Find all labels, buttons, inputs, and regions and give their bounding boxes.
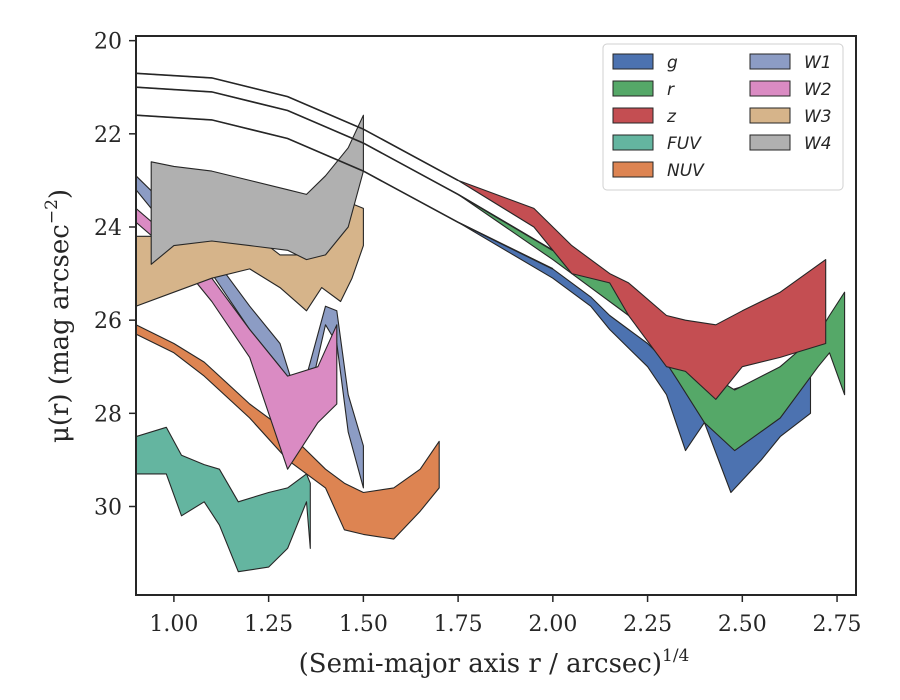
x-tick-label: 2.75 <box>813 612 862 637</box>
legend-swatch-w4 <box>749 134 791 151</box>
legend-label-w2: W2 <box>804 80 832 100</box>
x-tick-label: 1.50 <box>339 612 388 637</box>
plot-frame <box>135 35 857 596</box>
median-line-z <box>136 72 459 182</box>
y-tick-label: 28 <box>94 402 122 427</box>
median-line-g <box>136 114 554 270</box>
legend: grz FUV NUV W1 W2 W3 W4 <box>602 43 844 191</box>
legend-swatch-z <box>612 107 654 124</box>
x-axis-label: (Semi-major axis r / arcsec)1/4 <box>299 646 690 679</box>
x-tick-label: 2.25 <box>623 612 672 637</box>
legend-swatch-w2 <box>749 80 791 97</box>
legend-label-w1: W1 <box>804 53 832 73</box>
legend-swatch-r <box>612 80 654 97</box>
legend-label-nuv: NUV <box>667 161 705 181</box>
y-tick-label: 24 <box>94 216 122 241</box>
y-tick-label: 20 <box>94 30 122 55</box>
x-tick-label: 1.00 <box>149 612 198 637</box>
median-lines <box>136 72 554 270</box>
x-tick-label: 1.25 <box>244 612 293 637</box>
y-tick-label: 30 <box>94 495 122 520</box>
x-tick-label: 2.00 <box>528 612 577 637</box>
band-g <box>136 114 812 494</box>
legend-swatch-w1 <box>749 53 791 70</box>
band-z <box>136 72 827 400</box>
legend-swatch-nuv <box>612 161 654 178</box>
legend-swatch-g <box>612 53 654 70</box>
legend-label-w4: W4 <box>804 134 832 154</box>
y-tick-label: 26 <box>94 309 122 334</box>
x-tick-label: 2.50 <box>718 612 767 637</box>
y-axis-label: μ(r) (mag arcsec−2) <box>42 189 75 443</box>
y-tick-label: 22 <box>94 123 122 148</box>
legend-label-z: z <box>666 107 677 127</box>
legend-label-w3: W3 <box>804 107 832 127</box>
band-fuv <box>136 426 311 573</box>
legend-label-fuv: FUV <box>667 134 702 154</box>
x-tick-label: 1.75 <box>434 612 483 637</box>
legend-swatch-fuv <box>612 134 654 151</box>
legend-label-g: g <box>667 53 678 73</box>
x-axis-ticks: 1.00 1.25 1.50 1.75 2.00 2.25 2.50 2.75 <box>149 595 862 637</box>
legend-label-r: r <box>667 80 675 100</box>
profile-bands <box>136 72 846 573</box>
y-axis-ticks: 20 22 24 26 28 30 <box>94 30 136 520</box>
median-line-r <box>136 86 554 251</box>
legend-swatch-w3 <box>749 107 791 124</box>
